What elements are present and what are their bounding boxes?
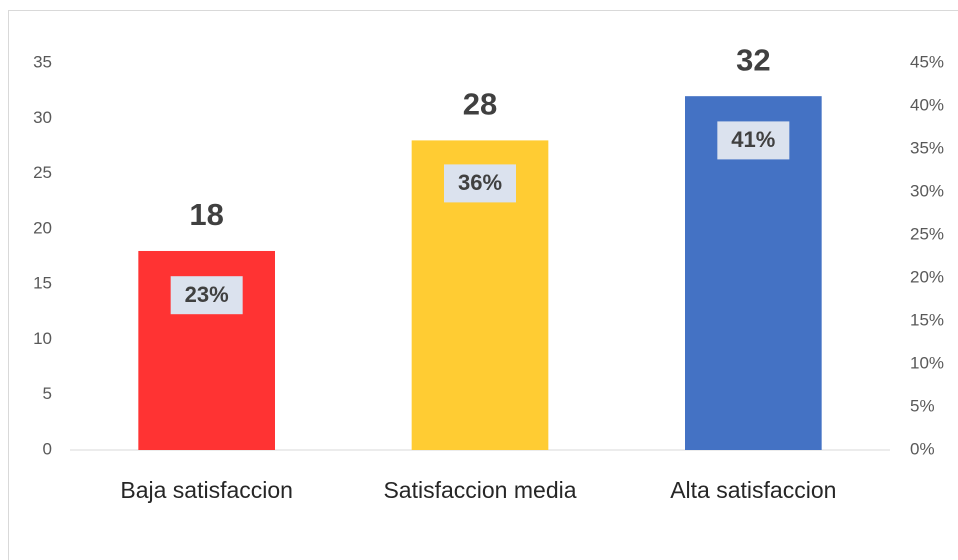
percent-label: 41% xyxy=(731,127,775,152)
y2-tick-label: 20% xyxy=(910,267,944,286)
y2-tick-label: 30% xyxy=(910,181,944,200)
y2-tick-label: 25% xyxy=(910,224,944,243)
y-tick-label: 20 xyxy=(33,218,52,237)
percent-label: 23% xyxy=(185,282,229,307)
y2-tick-label: 40% xyxy=(910,95,944,114)
bar-value-label: 28 xyxy=(463,87,497,122)
y2-tick-label: 0% xyxy=(910,439,935,458)
y-tick-label: 0 xyxy=(43,439,52,458)
bar-value-label: 18 xyxy=(189,197,223,232)
percent-label-box xyxy=(170,276,243,315)
y-tick-label: 35 xyxy=(33,52,52,71)
bar-value-label: 32 xyxy=(736,42,770,77)
y-tick-label: 5 xyxy=(43,384,52,403)
percent-label-box xyxy=(444,164,516,203)
x-tick-label: Baja satisfaccion xyxy=(120,477,293,503)
y-tick-label: 30 xyxy=(33,108,52,127)
x-tick-label: Satisfaccion media xyxy=(383,477,576,503)
y2-tick-label: 5% xyxy=(910,396,935,415)
y-tick-label: 10 xyxy=(33,329,52,348)
y2-tick-label: 35% xyxy=(910,138,944,157)
y2-tick-label: 10% xyxy=(910,353,944,372)
x-tick-label: Alta satisfaccion xyxy=(670,477,836,503)
percent-label: 36% xyxy=(458,170,502,195)
y2-tick-label: 45% xyxy=(910,52,944,71)
y-tick-label: 25 xyxy=(33,163,52,182)
y2-tick-label: 15% xyxy=(910,310,944,329)
percent-label-box xyxy=(717,121,790,160)
y-tick-label: 15 xyxy=(33,274,52,293)
